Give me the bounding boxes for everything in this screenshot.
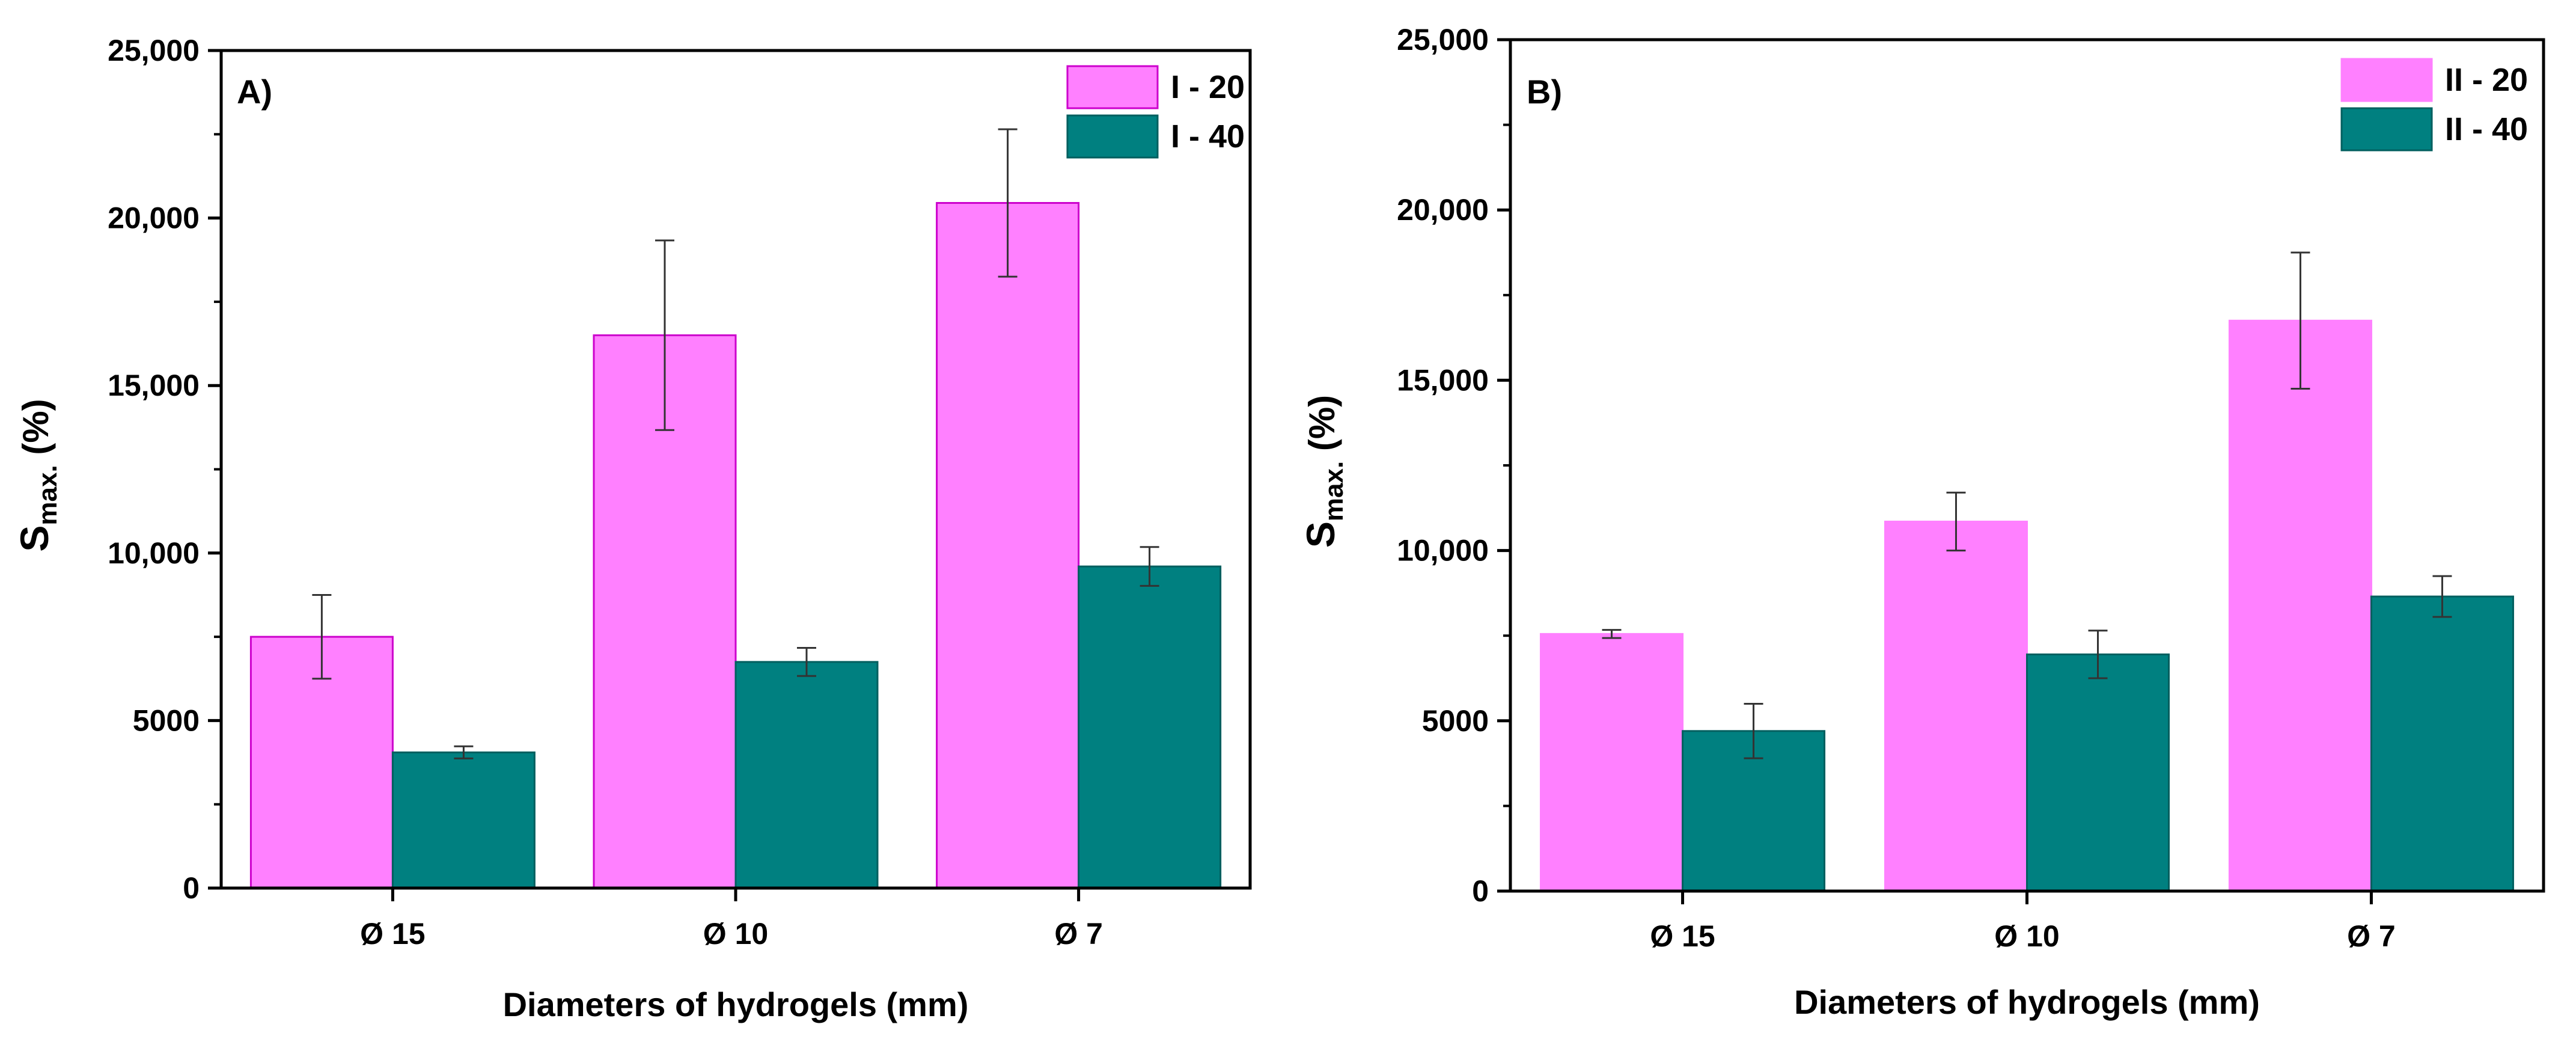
legend-swatch <box>1066 65 1159 109</box>
bar-II-40-1 <box>2026 653 2170 892</box>
y-tick-label: 20,000 <box>1397 193 1489 227</box>
legend-swatch <box>1066 114 1159 159</box>
bar-II-20-1 <box>1884 520 2028 892</box>
y-axis-title-main: S <box>12 526 56 552</box>
bar-II-40-2 <box>2370 595 2514 892</box>
legend-swatch <box>2340 107 2433 152</box>
legend-label: I - 40 <box>1171 118 1245 155</box>
x-axis-title: Diameters of hydrogels (mm) <box>503 985 969 1023</box>
y-axis-title-main: S <box>1298 521 1343 548</box>
x-tick-label: Ø 7 <box>2347 919 2396 953</box>
legend-label: II - 20 <box>2445 62 2528 98</box>
y-axis-title-sub: max. <box>33 465 63 525</box>
y-tick-label: 15,000 <box>1397 363 1489 397</box>
chart-panel-b: 0 5000 10,000 15,000 20,000 25,000 Ø 15 Ø 10 Ø 7… <box>1298 23 2545 1021</box>
y-tick-label: 15,000 <box>108 369 200 402</box>
panel-label: A) <box>237 73 272 111</box>
y-axis-title-unit: (%) <box>16 399 56 465</box>
bar-I-40-0 <box>391 751 536 889</box>
panel-label: B) <box>1527 73 1562 111</box>
y-tick-label: 0 <box>183 871 200 905</box>
y-tick-label: 10,000 <box>1397 534 1489 568</box>
bar-I-20-2 <box>936 202 1080 889</box>
y-axis-title: Smax. (%) <box>1298 395 1349 548</box>
x-tick-label: Ø 15 <box>1650 919 1715 953</box>
bar-I-40-1 <box>734 661 879 889</box>
y-tick-label: 25,000 <box>1397 23 1489 57</box>
y-tick-label: 25,000 <box>108 34 200 67</box>
y-tick-label: 20,000 <box>108 201 200 235</box>
y-axis-title: Smax. (%) <box>12 399 63 551</box>
y-tick-label: 5000 <box>133 703 200 737</box>
x-axis-title: Diameters of hydrogels (mm) <box>1794 983 2260 1021</box>
chart-panel-a: 0 5000 10,000 15,000 20,000 25,000 Ø 15 Ø 10 Ø 7… <box>12 34 1252 1023</box>
x-tick-label: Ø 7 <box>1054 917 1103 951</box>
x-tick-label: Ø 15 <box>360 917 425 951</box>
y-axis-title-sub: max. <box>1319 461 1349 521</box>
legend-label: I - 20 <box>1171 69 1245 105</box>
legend-swatch <box>2340 58 2433 102</box>
y-axis-title-unit: (%) <box>1302 395 1342 461</box>
y-tick-label: 0 <box>1472 874 1489 908</box>
bar-II-20-2 <box>2228 319 2372 892</box>
y-tick-label: 10,000 <box>108 536 200 570</box>
x-tick-label: Ø 10 <box>1994 919 2059 953</box>
y-tick-label: 5000 <box>1422 704 1489 738</box>
x-tick-label: Ø 10 <box>703 917 768 951</box>
bar-II-20-0 <box>1540 633 1684 892</box>
bar-I-40-2 <box>1078 565 1222 889</box>
legend-label: II - 40 <box>2445 111 2528 147</box>
